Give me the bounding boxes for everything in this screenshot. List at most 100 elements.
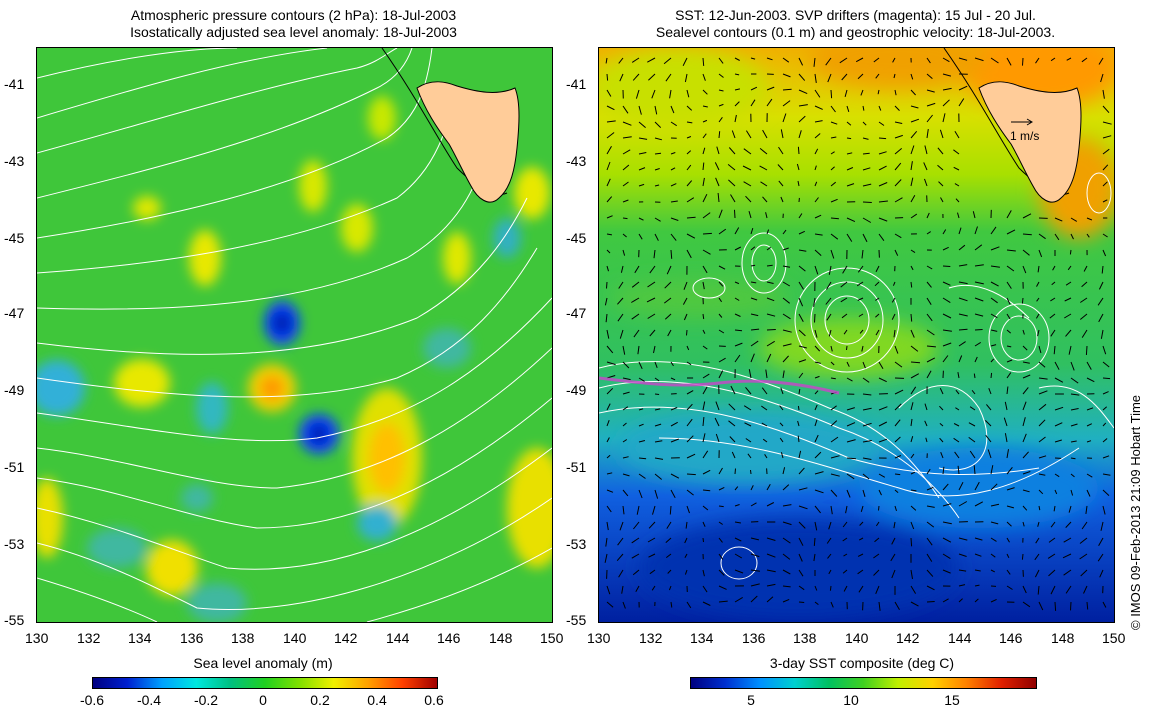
velocity-arrow [762,129,768,139]
velocity-arrow [702,386,708,395]
velocity-arrow [766,537,776,541]
velocity-arrow [748,210,752,219]
velocity-arrow [750,583,760,587]
velocity-arrow [892,57,896,63]
velocity-arrow [875,297,880,301]
velocity-arrow [718,131,721,139]
velocity-arrow [632,569,640,576]
velocity-arrow [846,439,856,443]
velocity-arrow [684,537,688,544]
lat-tick: -49 [4,382,25,398]
velocity-arrow [798,345,807,349]
velocity-arrow [1102,505,1106,515]
velocity-arrow [766,502,775,507]
velocity-arrow [857,73,864,80]
velocity-arrow [1070,440,1077,443]
velocity-arrow [606,505,612,513]
velocity-arrow [875,73,880,79]
velocity-arrow [910,105,919,109]
velocity-arrow [974,537,983,541]
velocity-arrow [954,451,960,459]
velocity-arrow [814,521,818,531]
velocity-arrow [988,388,992,395]
velocity-arrow [1086,217,1093,221]
velocity-arrow [606,146,612,155]
velocity-arrow [702,162,705,171]
velocity-arrow [1098,57,1104,65]
velocity-arrow [1038,419,1046,427]
velocity-arrow [987,449,992,459]
velocity-arrow [1102,377,1111,380]
velocity-arrow [826,313,832,321]
velocity-arrow [969,406,976,411]
velocity-arrow [745,130,752,139]
velocity-arrow [622,217,628,220]
velocity-arrow [1067,265,1072,271]
velocity-arrow [830,166,835,171]
lon-tick: 140 [845,630,869,646]
velocity-arrow [1070,377,1079,384]
velocity-arrow [606,120,616,123]
velocity-arrow [1054,406,1064,411]
velocity-arrow [616,553,624,562]
velocity-arrow [842,569,848,574]
velocity-arrow [702,105,708,108]
velocity-arrow [1006,372,1012,379]
velocity-arrow [766,246,771,251]
velocity-arrow [825,57,832,66]
velocity-arrow [1068,505,1072,513]
velocity-arrow [638,121,646,128]
velocity-arrow [1079,313,1088,320]
velocity-arrow [910,521,915,530]
lon-tick: 134 [690,630,714,646]
velocity-arrow [670,167,676,171]
velocity-arrow [798,130,802,139]
velocity-arrow [813,57,816,67]
velocity-arrow [617,297,624,305]
velocity-arrow [1050,585,1056,595]
velocity-arrow [654,489,659,499]
velocity-arrow [826,281,832,290]
velocity-arrow [974,281,984,285]
velocity-arrow [843,329,848,335]
velocity-arrow [617,537,624,546]
velocity-arrow [766,329,776,331]
velocity-arrow [878,421,888,427]
velocity-arrow [649,329,656,337]
velocity-arrow [1006,313,1011,320]
velocity-arrow [894,473,901,476]
lon-tick: 148 [1051,630,1075,646]
velocity-arrow [646,297,656,303]
velocity-arrow [1021,553,1024,560]
velocity-arrow [654,377,660,382]
velocity-arrow [859,329,864,334]
velocity-arrow [1036,297,1040,302]
velocity-arrow [782,467,786,475]
velocity-arrow [718,297,723,303]
velocity-arrow [743,181,752,187]
velocity-arrow [878,438,888,443]
velocity-arrow [1022,265,1027,274]
velocity-arrow [846,457,856,460]
velocity-arrow [860,505,864,512]
velocity-arrow [622,505,625,515]
velocity-arrow [734,504,740,507]
velocity-arrow [702,249,711,255]
velocity-arrow [666,265,672,275]
velocity-arrow [782,229,787,235]
velocity-arrow [1022,233,1032,236]
sea-level-anomaly-svg [37,48,552,622]
velocity-arrow [1070,489,1074,496]
velocity-arrow [954,183,960,187]
lat-tick: -41 [566,76,587,92]
velocity-arrow [762,196,768,203]
velocity-arrow [702,232,712,235]
velocity-arrow [647,57,656,63]
lat-tick: -55 [4,612,25,628]
velocity-arrow [762,438,768,443]
velocity-arrow [1052,265,1056,271]
velocity-arrow [670,377,676,381]
velocity-arrow [1097,297,1104,306]
velocity-arrow [702,585,708,593]
velocity-arrow [926,601,935,603]
